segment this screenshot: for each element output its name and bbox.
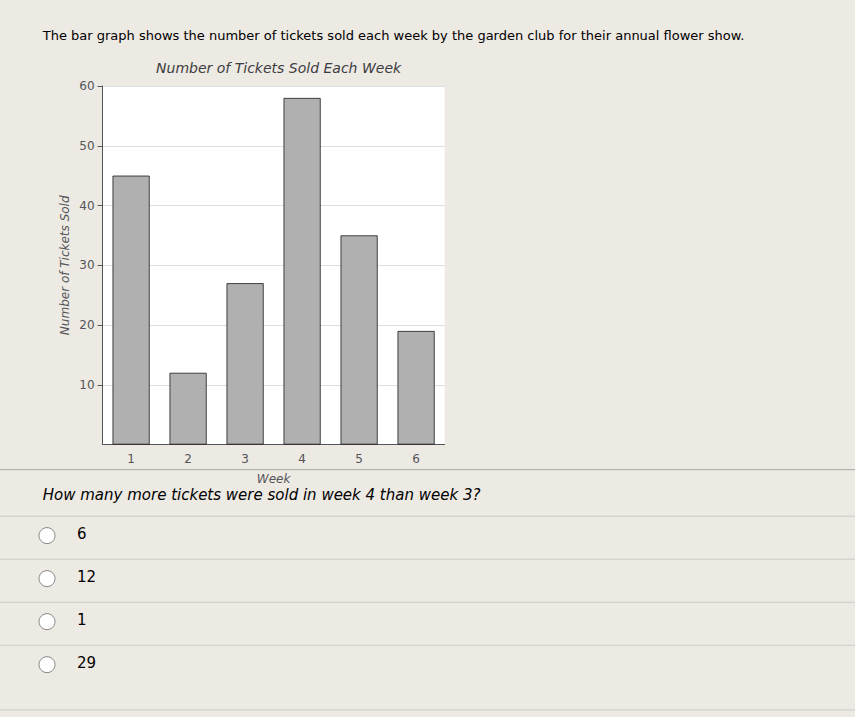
- svg-text:1: 1: [77, 611, 87, 629]
- svg-text:12: 12: [77, 568, 96, 586]
- svg-text:How many more tickets were sol: How many more tickets were sold in week …: [43, 486, 481, 504]
- svg-text:6: 6: [77, 525, 87, 543]
- svg-text:The bar graph shows the number: The bar graph shows the number of ticket…: [42, 28, 745, 43]
- svg-text:50: 50: [79, 139, 94, 153]
- svg-text:Week: Week: [257, 472, 292, 486]
- svg-text:6: 6: [412, 452, 420, 466]
- svg-text:60: 60: [79, 79, 94, 93]
- svg-text:3: 3: [241, 452, 249, 466]
- svg-text:5: 5: [355, 452, 363, 466]
- svg-text:2: 2: [184, 452, 192, 466]
- svg-text:20: 20: [79, 318, 94, 332]
- svg-text:29: 29: [77, 654, 96, 672]
- svg-text:40: 40: [79, 199, 94, 213]
- svg-text:Number of Tickets Sold: Number of Tickets Sold: [58, 195, 72, 335]
- svg-text:1: 1: [127, 452, 135, 466]
- svg-text:4: 4: [298, 452, 306, 466]
- svg-text:30: 30: [79, 258, 94, 272]
- svg-text:10: 10: [79, 378, 94, 392]
- svg-text:Number of Tickets Sold Each We: Number of Tickets Sold Each Week: [156, 60, 402, 76]
